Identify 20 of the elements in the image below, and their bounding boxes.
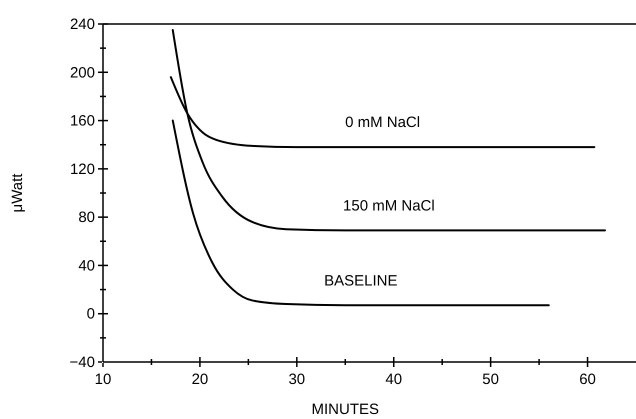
y-tick-label: 40	[78, 257, 95, 274]
x-tick-label: 10	[94, 371, 112, 388]
series-label: 0 mM NaCl	[345, 114, 420, 132]
x-tick-label: 20	[192, 371, 208, 388]
line-series	[172, 29, 606, 232]
y-tick-label: 160	[70, 112, 95, 130]
x-tick-label: 30	[288, 371, 306, 388]
y-tick-label: 80	[78, 209, 95, 226]
series-label: BASELINE	[324, 272, 398, 290]
series-label: 150 mM NaCl	[343, 197, 435, 214]
y-axis-title: μWatt	[9, 172, 26, 212]
y-tick-label: 120	[70, 160, 95, 178]
y-tick-label: 200	[70, 64, 95, 82]
x-tick-label: 50	[482, 371, 499, 388]
x-tick-label: 40	[385, 371, 402, 388]
x-axis-title: MINUTES	[312, 401, 380, 418]
y-tick-label: 240	[70, 16, 95, 33]
y-tick-label: −40	[70, 354, 95, 371]
y-tick-label: 0	[86, 306, 95, 323]
x-tick-label: 60	[579, 371, 596, 388]
